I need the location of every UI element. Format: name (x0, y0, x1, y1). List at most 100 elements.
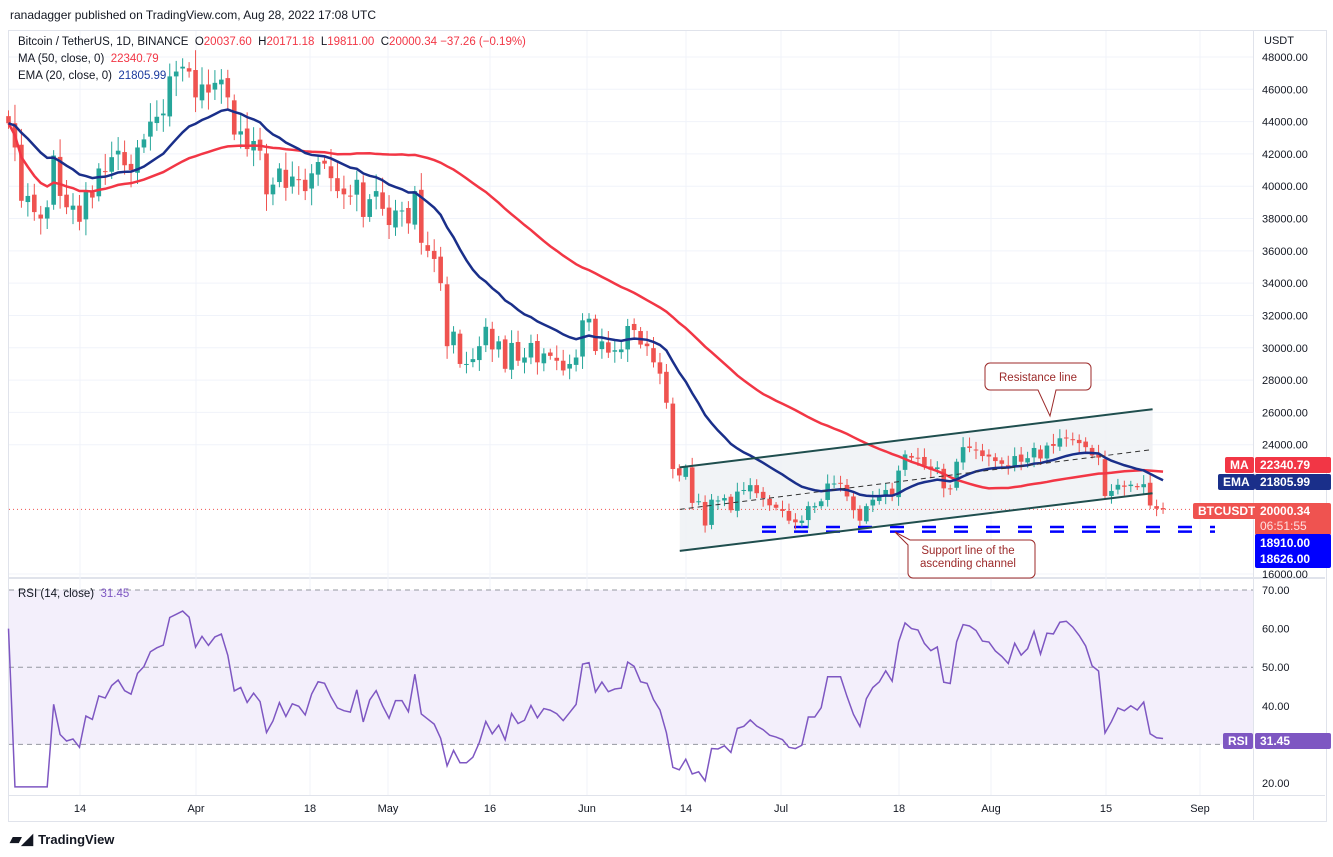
open-label: O (194, 36, 204, 48)
candle-down (515, 341, 521, 361)
price-axis-border (1253, 31, 1254, 820)
candle-up (522, 357, 527, 363)
footer-brand: TradingView (38, 831, 115, 847)
ma50-line (7, 122, 1164, 490)
candle-up (612, 350, 618, 352)
candle-down (689, 467, 695, 503)
support-label-1: Support line of the (921, 545, 1014, 557)
symbol-tag: BTCUSDT (1193, 503, 1261, 519)
candle-down (760, 491, 766, 499)
candle-down (225, 78, 231, 98)
candle-down (1076, 439, 1082, 444)
candle-up (1115, 484, 1121, 490)
candle-up (1128, 484, 1134, 487)
candle-down (593, 318, 598, 352)
high-label: H (258, 36, 267, 48)
candle-up (483, 326, 489, 346)
candle-down (57, 156, 63, 196)
pane-divider (9, 577, 1325, 579)
candle-down (993, 457, 998, 462)
candle-down (1122, 485, 1127, 487)
candle-up (51, 155, 56, 205)
candle-down (986, 454, 992, 457)
ema20-line (8, 108, 1164, 498)
ma-legend[interactable]: MA (50, close, 0) 22340.79 (18, 53, 159, 65)
candle-down (102, 171, 108, 173)
candle-up (599, 341, 605, 350)
candle-up (367, 199, 372, 217)
price-tag: 20000.34 06:51:55 (1255, 503, 1331, 535)
candle-down (973, 449, 979, 451)
symbol-legend: Bitcoin / TetherUS, 1D, BINANCE O20037.6… (18, 36, 526, 48)
candle-down (386, 207, 392, 226)
candle-up (831, 483, 837, 485)
currency-label: USDT (1264, 35, 1294, 47)
support-tags: 18910.00 18626.00 (1255, 534, 1331, 568)
candle-up (1031, 447, 1037, 458)
candle-down (419, 189, 424, 243)
candle-up (709, 499, 714, 525)
candle-up (477, 346, 482, 361)
low-label: L (320, 36, 328, 48)
price-tick-label: 48000.00 (1262, 52, 1308, 64)
candle-up (451, 331, 456, 346)
candle-down (851, 496, 856, 511)
price-tick-label: 38000.00 (1262, 214, 1308, 226)
candle-down (651, 348, 656, 363)
ema-legend[interactable]: EMA (20, close, 0) 21805.99 (18, 70, 166, 82)
candle-down (90, 192, 95, 198)
time-tick-label: 18 (304, 803, 316, 815)
candle-up (373, 191, 379, 197)
candle-down (857, 508, 863, 521)
candle-down (657, 362, 663, 374)
candle-down (122, 152, 127, 166)
candle-down (457, 333, 463, 364)
candle-up (812, 506, 818, 508)
candle-up (818, 501, 824, 507)
candle-down (1064, 437, 1069, 439)
candle-down (728, 496, 734, 511)
candle-down (193, 70, 198, 98)
time-tick-label: Aug (981, 803, 1001, 815)
candle-down (206, 84, 211, 93)
candle-up (270, 184, 276, 195)
ma-tag-name: MA (1225, 457, 1254, 473)
candle-up (741, 489, 747, 491)
candle-up (625, 325, 630, 350)
candle-up (586, 318, 592, 323)
candle-down (6, 116, 11, 124)
candle-down (644, 343, 650, 347)
candle-up (1141, 484, 1146, 488)
candle-down (128, 163, 134, 171)
candle-down (947, 488, 953, 490)
publisher-line: ranadagger published on TradingView.com,… (10, 8, 377, 22)
candle-up (567, 363, 572, 369)
candle-down (915, 457, 921, 459)
candle-up (173, 71, 179, 77)
tradingview-logo[interactable]: ▰◢ TradingView (10, 830, 114, 848)
candle-up (83, 191, 89, 220)
price-tick-label: 16000.00 (1262, 569, 1308, 581)
candle-up (935, 467, 940, 470)
candle-down (677, 468, 682, 476)
candle-down (754, 485, 759, 494)
price-tick-label: 32000.00 (1262, 310, 1308, 322)
rsi-tag-name: RSI (1223, 733, 1254, 749)
support-tag-1: 18910.00 (1260, 536, 1311, 550)
candle-down (502, 339, 508, 369)
candle-down (922, 456, 927, 466)
candle-up (683, 467, 689, 477)
candle-down (431, 250, 437, 259)
ma-tag-value: 22340.79 (1255, 457, 1331, 473)
candle-down (1134, 486, 1140, 488)
candle-up (154, 116, 160, 124)
time-tick-label: Jun (578, 803, 596, 815)
rsi-legend[interactable]: RSI (14, close) 31.45 (18, 588, 129, 600)
rsi-tag-value: 31.45 (1255, 733, 1331, 749)
candle-down (32, 194, 37, 213)
candle-up (25, 195, 31, 203)
candle-up (180, 66, 185, 69)
price-tag-value: 20000.34 (1260, 504, 1311, 518)
candle-down (19, 144, 24, 201)
